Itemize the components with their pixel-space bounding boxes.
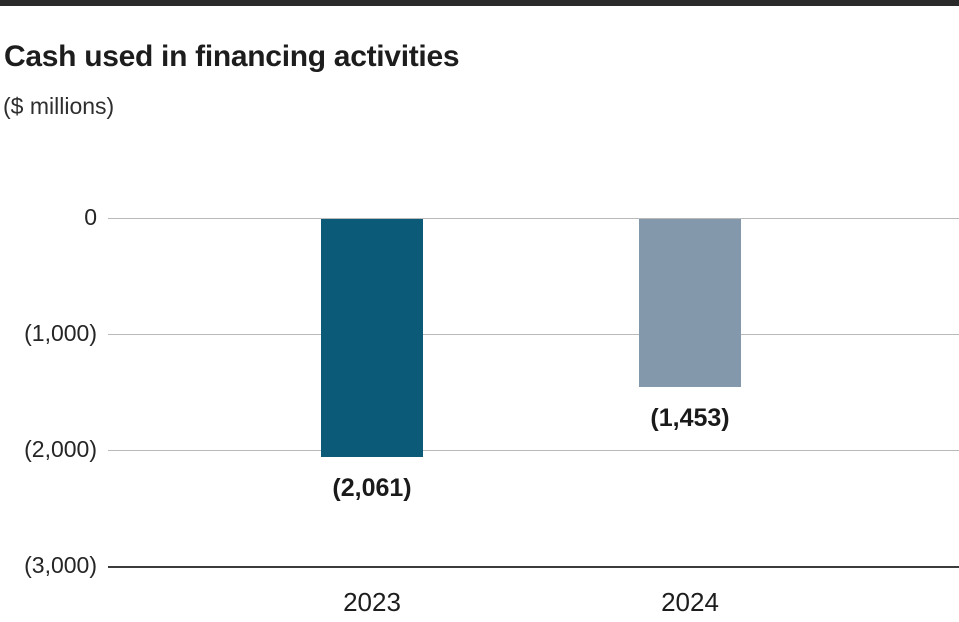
bar-value-label: (2,061)	[332, 474, 412, 502]
y-tick-label: (3,000)	[24, 552, 97, 578]
gridline	[108, 218, 959, 219]
gridline	[108, 450, 959, 451]
chart-title: Cash used in financing activities	[4, 40, 460, 73]
y-tick-label: (2,000)	[24, 436, 97, 462]
bar-2023	[321, 219, 423, 457]
x-axis-line	[108, 566, 959, 568]
top-rule-divider	[0, 0, 959, 6]
y-tick-label: 0	[84, 204, 97, 230]
bar-value-label: (1,453)	[650, 404, 730, 432]
chart-subtitle: ($ millions)	[3, 93, 115, 119]
bar-2024	[639, 219, 741, 387]
x-axis-label-2024: 2024	[661, 587, 719, 617]
x-axis-label-2023: 2023	[343, 587, 401, 617]
gridline	[108, 334, 959, 335]
y-tick-label: (1,000)	[24, 320, 97, 346]
